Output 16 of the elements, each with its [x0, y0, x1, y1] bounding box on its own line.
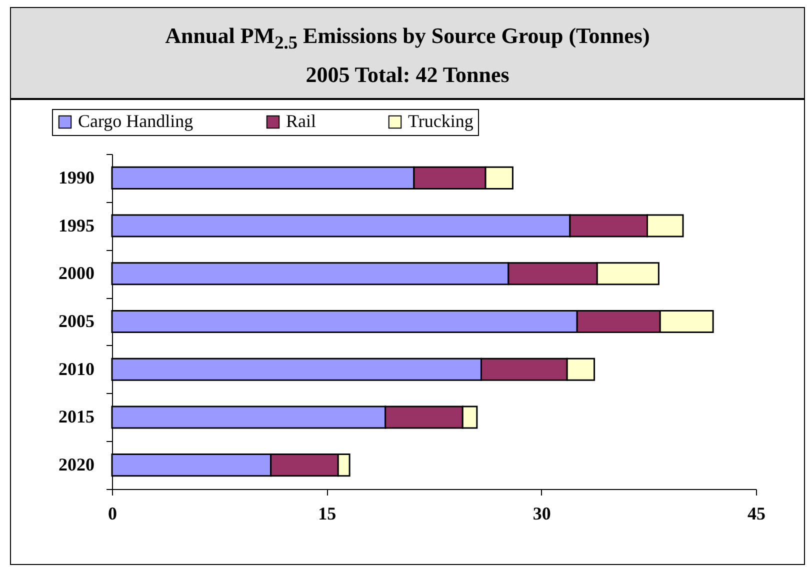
y-tick-label: 2005 — [58, 311, 94, 331]
x-tick-label: 30 — [532, 504, 551, 524]
y-tick-label: 1990 — [58, 167, 94, 188]
x-tick-label: 0 — [108, 504, 117, 524]
y-tick-label: 2010 — [58, 358, 94, 379]
y-tick-label: 1995 — [58, 215, 94, 236]
y-tick-label: 2015 — [58, 406, 94, 427]
legend-label: Trucking — [408, 111, 474, 131]
x-tick-label: 45 — [748, 504, 766, 524]
chart-title: Annual PM$_{2.5}$ Emissions by Source Group (Tonnes) — [164, 22, 651, 54]
x-tick-label: 15 — [318, 504, 336, 524]
y-tick-label: 2000 — [58, 263, 94, 284]
legend-label: Rail — [286, 111, 316, 131]
y-tick-label: 2020 — [58, 454, 94, 475]
legend-label: Cargo Handling — [78, 111, 194, 131]
chart-subtitle: 2005 Total: 42 Tonnes — [304, 61, 510, 90]
